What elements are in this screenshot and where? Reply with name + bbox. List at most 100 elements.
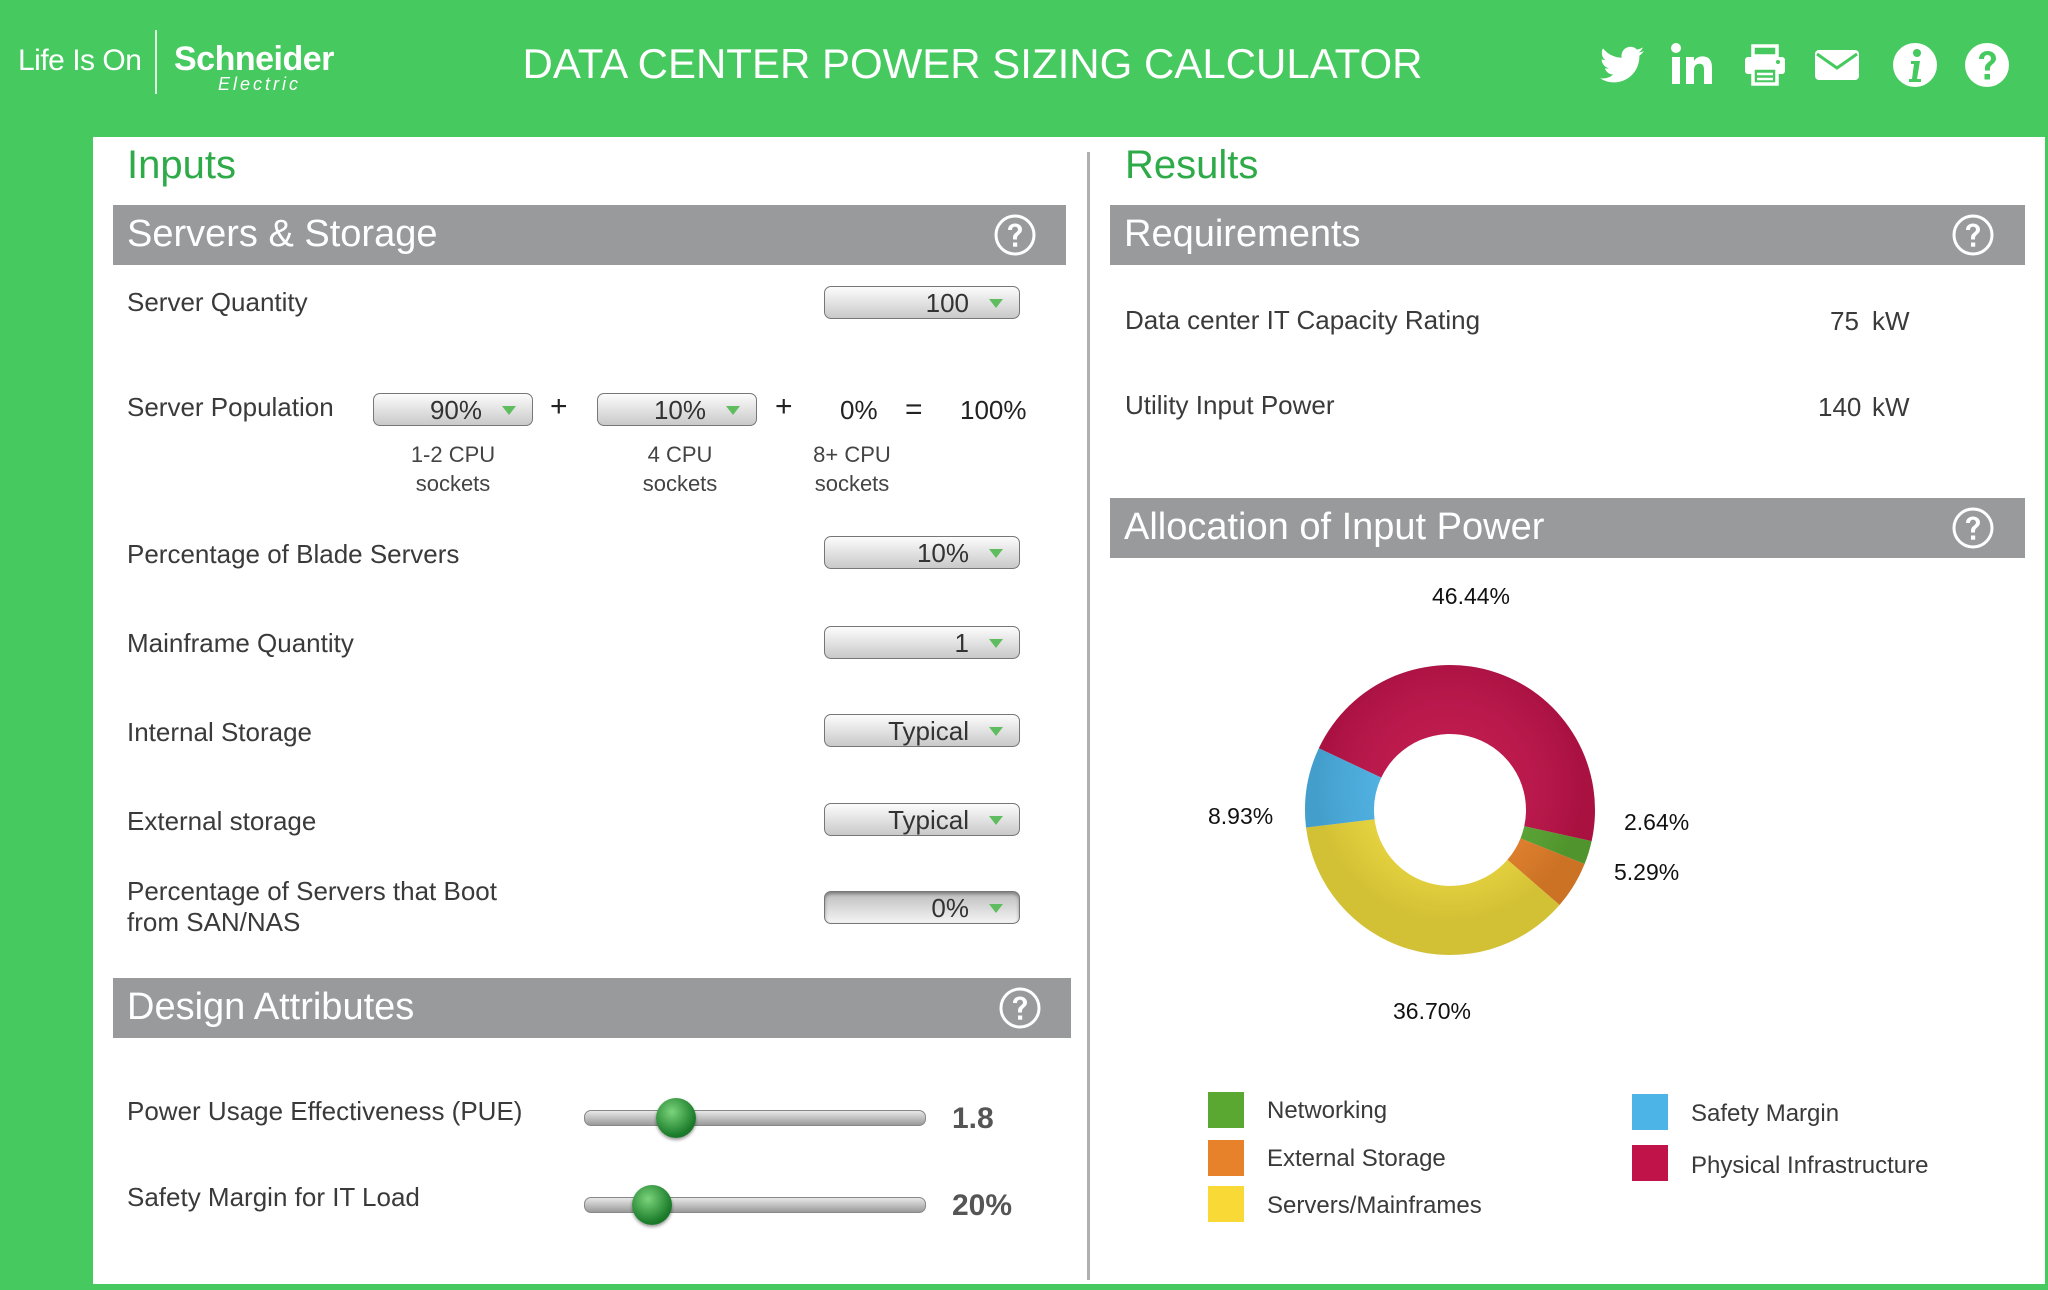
server-population-mid-dropdown[interactable]: 10%: [597, 393, 757, 426]
legend-label-external-storage: External Storage: [1267, 1145, 1446, 1172]
san-boot-dropdown[interactable]: 0%: [824, 891, 1020, 924]
servers-storage-header: Servers & Storage: [113, 205, 1066, 265]
legend-swatch-external-storage: [1208, 1140, 1244, 1176]
external-storage-dropdown[interactable]: Typical: [824, 803, 1020, 836]
dropdown-value: 10%: [916, 538, 969, 568]
external-storage-label: External storage: [127, 806, 317, 836]
data-label-safety-margin: 8.93%: [1208, 803, 1274, 829]
help-icon[interactable]: [1951, 506, 1995, 550]
equals-sign: =: [905, 393, 923, 426]
server-population-high-value: 0%: [840, 395, 878, 425]
caption-line: sockets: [642, 471, 718, 496]
email-icon[interactable]: [1812, 40, 1862, 90]
dropdown-value: 0%: [931, 893, 969, 923]
logo-brand-sub: Electric: [218, 74, 302, 94]
san-boot-label: Percentage of Servers that Boot from SAN…: [127, 876, 497, 938]
print-icon[interactable]: [1740, 40, 1790, 90]
linkedin-icon[interactable]: [1668, 40, 1718, 90]
server-population-low-dropdown[interactable]: 90%: [373, 393, 533, 426]
mid-cpu-caption: 4 CPU sockets: [600, 440, 760, 498]
high-cpu-caption: 8+ CPU sockets: [772, 440, 932, 498]
info-icon[interactable]: [1890, 40, 1940, 90]
logo-brand: Schneider: [174, 40, 334, 78]
mainframe-quantity-dropdown[interactable]: 1: [824, 626, 1020, 659]
legend-swatch-safety-margin: [1632, 1094, 1668, 1130]
allocation-header: Allocation of Input Power: [1110, 498, 2025, 558]
chevron-down-icon: [502, 406, 516, 415]
it-capacity-label: Data center IT Capacity Rating: [1125, 305, 1481, 335]
data-label-external-storage: 5.29%: [1614, 859, 1680, 885]
data-label-networking: 2.64%: [1624, 809, 1690, 835]
legend-label-physical-infrastructure: Physical Infrastructure: [1691, 1152, 1929, 1179]
server-population-label: Server Population: [127, 392, 334, 422]
chevron-down-icon: [989, 639, 1003, 648]
dropdown-value: Typical: [888, 716, 969, 746]
pue-slider-track[interactable]: [584, 1110, 926, 1126]
caption-line: sockets: [814, 471, 890, 496]
help-icon[interactable]: [993, 213, 1037, 257]
chevron-down-icon: [989, 904, 1003, 913]
help-icon[interactable]: [1951, 213, 1995, 257]
server-population-total: 100%: [960, 395, 1027, 425]
legend-swatch-servers: [1208, 1186, 1244, 1222]
legend-label-safety-margin: Safety Margin: [1691, 1100, 1840, 1127]
caption-line: sockets: [415, 471, 491, 496]
logo-divider: [155, 30, 157, 94]
server-quantity-dropdown[interactable]: 100: [824, 286, 1020, 319]
section-title: Servers & Storage: [127, 213, 438, 255]
data-label-physical-infrastructure: 46.44%: [1432, 583, 1511, 609]
utility-input-value: 140: [1818, 392, 1862, 422]
caption-line: 1-2 CPU: [410, 442, 496, 467]
mainframe-quantity-label: Mainframe Quantity: [127, 628, 354, 658]
chevron-down-icon: [726, 406, 740, 415]
page-title: DATA CENTER POWER SIZING CALCULATOR: [522, 40, 1423, 87]
chevron-down-icon: [989, 816, 1003, 825]
column-divider: [1087, 152, 1090, 1280]
chevron-down-icon: [989, 299, 1003, 308]
dropdown-value: Typical: [888, 805, 969, 835]
label-line: Percentage of Servers that Boot: [127, 876, 497, 906]
section-title: Design Attributes: [127, 986, 415, 1028]
safety-margin-label: Safety Margin for IT Load: [127, 1182, 420, 1212]
results-title: Results: [1125, 143, 1259, 187]
help-icon[interactable]: [1962, 40, 2012, 90]
help-icon[interactable]: [998, 986, 1042, 1030]
donut-shading: [1305, 665, 1595, 955]
pue-label: Power Usage Effectiveness (PUE): [127, 1096, 523, 1126]
blade-servers-label: Percentage of Blade Servers: [127, 539, 460, 569]
chevron-down-icon: [989, 727, 1003, 736]
design-attributes-header: Design Attributes: [113, 978, 1071, 1038]
it-capacity-unit: kW: [1872, 306, 1910, 336]
requirements-header: Requirements: [1110, 205, 2025, 265]
safety-margin-slider-handle[interactable]: [632, 1185, 672, 1225]
chevron-down-icon: [989, 549, 1003, 558]
legend-swatch-physical-infrastructure: [1632, 1145, 1668, 1181]
safety-margin-value: 20%: [952, 1189, 1013, 1222]
caption-line: 4 CPU: [647, 442, 713, 467]
legend-label-servers: Servers/Mainframes: [1267, 1192, 1482, 1219]
section-title: Requirements: [1124, 213, 1361, 255]
logo-tagline: Life Is On: [18, 44, 142, 77]
internal-storage-dropdown[interactable]: Typical: [824, 714, 1020, 747]
inputs-title: Inputs: [127, 143, 236, 187]
plus-sign: +: [775, 390, 793, 423]
legend-label-networking: Networking: [1267, 1097, 1388, 1124]
it-capacity-value: 75: [1830, 306, 1859, 336]
server-quantity-label: Server Quantity: [127, 287, 308, 317]
twitter-icon[interactable]: [1597, 40, 1647, 90]
utility-input-unit: kW: [1872, 392, 1910, 422]
data-label-servers-mainframes: 36.70%: [1393, 998, 1472, 1024]
dropdown-value: 1: [954, 628, 969, 658]
low-cpu-caption: 1-2 CPU sockets: [373, 440, 533, 498]
dropdown-value: 10%: [653, 395, 706, 425]
blade-servers-dropdown[interactable]: 10%: [824, 536, 1020, 569]
label-line: from SAN/NAS: [127, 907, 301, 937]
section-title: Allocation of Input Power: [1124, 506, 1545, 548]
internal-storage-label: Internal Storage: [127, 717, 313, 747]
main-panel: [93, 137, 2045, 1284]
legend-swatch-networking: [1208, 1092, 1244, 1128]
plus-sign: +: [550, 390, 568, 423]
pue-slider-handle[interactable]: [655, 1098, 696, 1138]
utility-input-label: Utility Input Power: [1125, 390, 1335, 420]
dropdown-value: 100: [925, 288, 969, 318]
